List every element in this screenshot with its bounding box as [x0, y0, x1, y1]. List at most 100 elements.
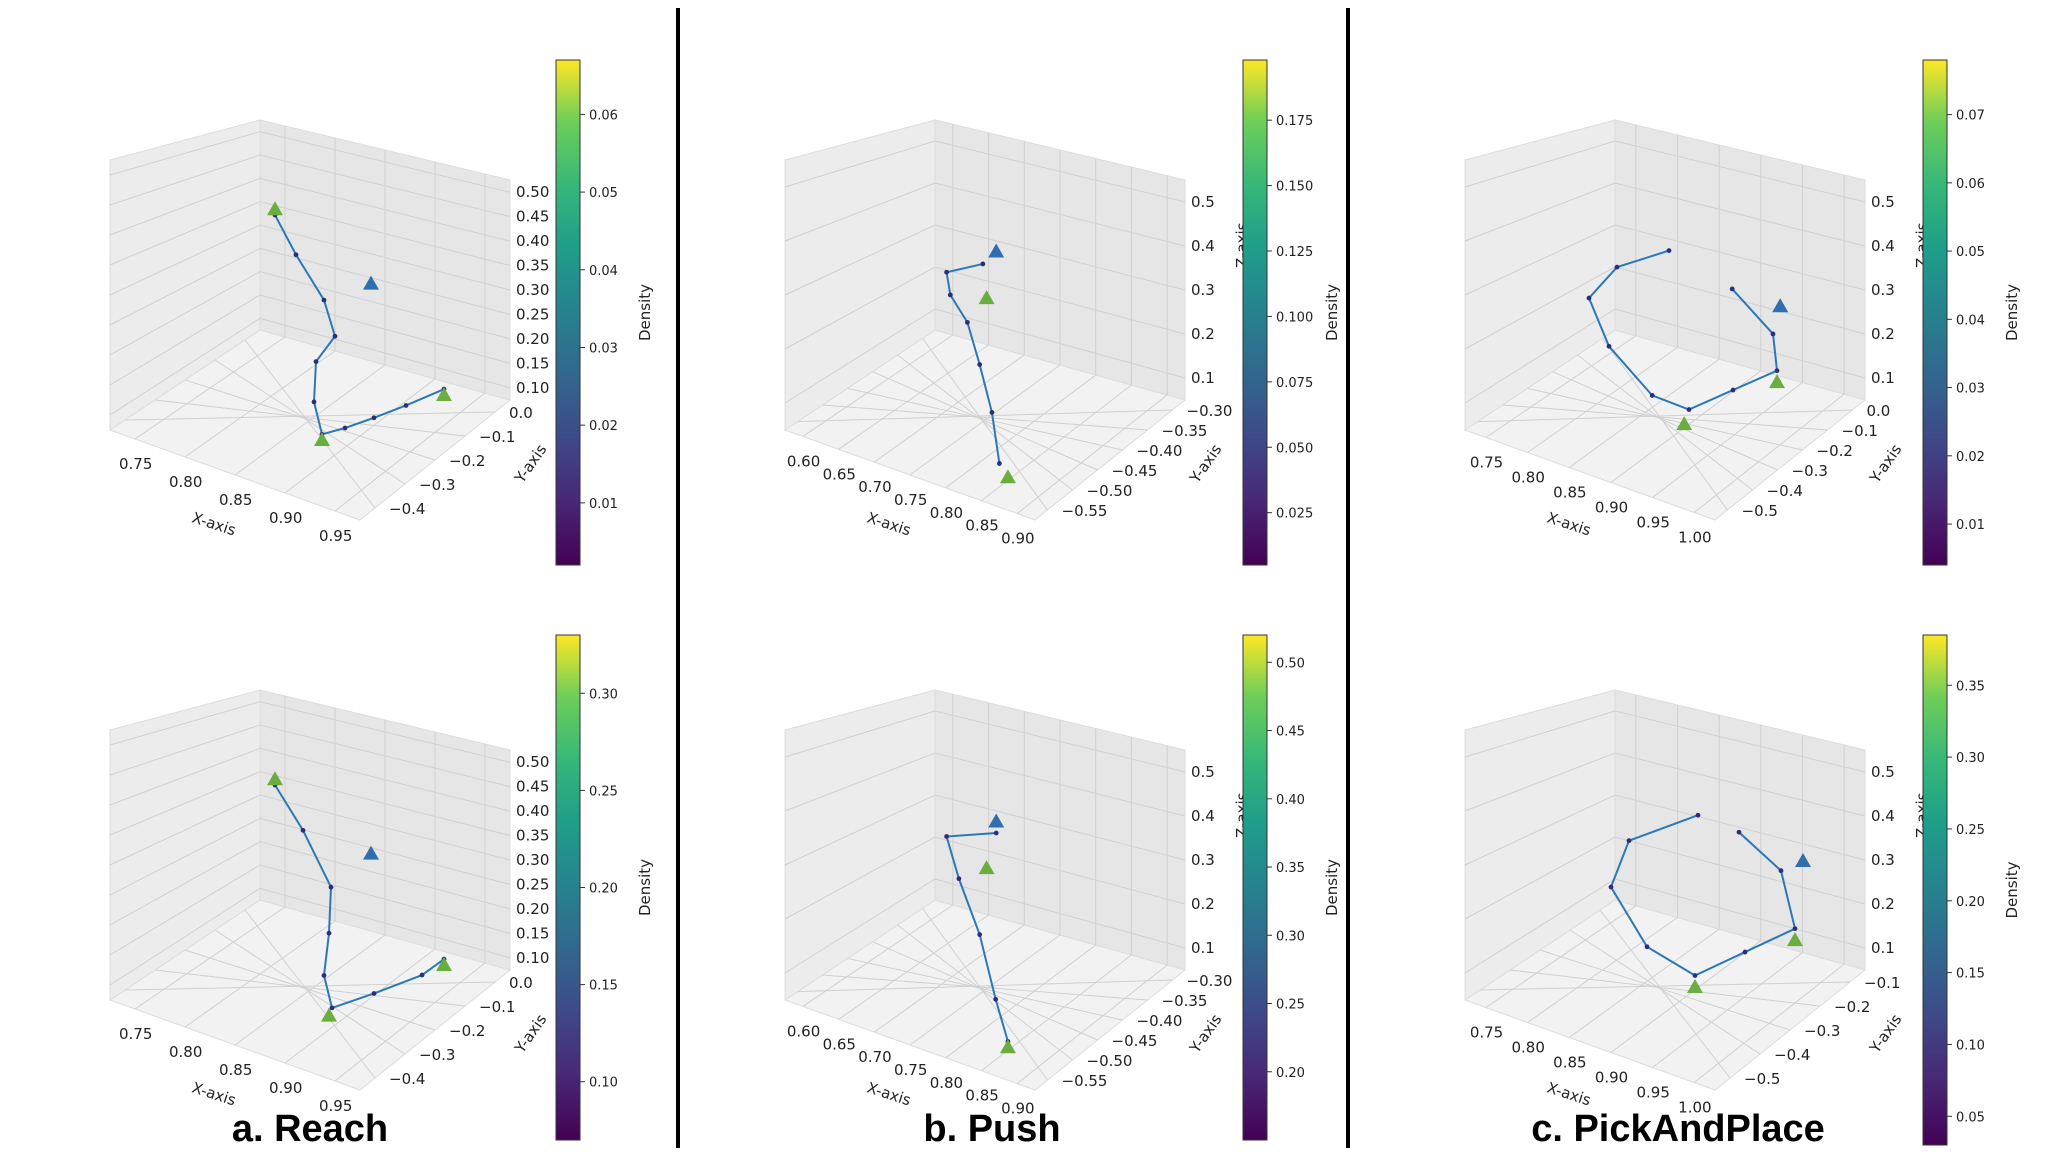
x-tick-label: 1.00 — [1678, 1099, 1711, 1117]
trajectory-point — [1774, 368, 1780, 374]
gridline-z — [784, 836, 1186, 920]
z-tick-label: 0.15 — [516, 354, 549, 372]
z-tick-label: 0.5 — [1871, 193, 1895, 211]
gridline-y — [1527, 387, 1803, 451]
colorbar-tick-label: 0.25 — [1956, 823, 1985, 838]
plot-panel-reach-bottom: 0.75 0.80 0.85 0.90 0.95 X-axis 0.0 −0.1 −0.2 −0.… — [108, 634, 654, 1141]
colorbar-label: Density — [2003, 861, 2021, 918]
z-tick-label: 0.5 — [1191, 193, 1215, 211]
x-tick-label: 0.75 — [1470, 1024, 1503, 1042]
trajectory-point — [1666, 248, 1672, 254]
gridline-z — [109, 794, 511, 866]
trajectory-point — [328, 884, 334, 890]
trajectory-point — [977, 362, 983, 367]
plot-panel-reach-top: 0.75 0.80 0.85 0.90 0.95 X-axis 0.0 −0.1 −0.2 −0.… — [108, 59, 654, 566]
gridline-x — [1693, 393, 1845, 513]
x-axis-label: X-axis — [865, 509, 914, 540]
gridline-y — [1577, 354, 1753, 491]
colorbar-tick-label: 0.40 — [1276, 793, 1305, 808]
trajectory-point — [371, 415, 377, 421]
z-tick-label: 0.3 — [1191, 281, 1215, 299]
y-tick-label: −0.35 — [1162, 992, 1208, 1010]
z-tick-label: 0.50 — [516, 753, 549, 771]
colorbar-tick-label: 0.45 — [1276, 725, 1305, 740]
z-tick-label: 0.35 — [516, 827, 549, 845]
trajectory-point — [1608, 884, 1614, 890]
trajectory-point — [1586, 295, 1592, 301]
goal-marker — [314, 432, 330, 447]
x-tick-label: 1.00 — [1678, 529, 1711, 547]
z-tick-label: 0.35 — [516, 257, 549, 275]
colorbar-tick-label: 0.20 — [589, 882, 618, 897]
gridline-z — [109, 224, 511, 296]
z-tick-label: 0.1 — [1191, 939, 1215, 957]
x-tick-label: 0.85 — [1553, 484, 1586, 502]
trajectory-point — [1649, 393, 1655, 398]
trajectory-point — [1736, 829, 1742, 835]
colorbar-tick-label: 0.15 — [1956, 967, 1985, 982]
trajectory-point — [944, 834, 949, 839]
y-axis-label: Y-axis — [1865, 1011, 1905, 1057]
gridline-x — [838, 344, 989, 450]
gridline-y — [1477, 409, 1853, 423]
colorbar-tick-label: 0.30 — [1956, 751, 1985, 766]
y-tick-label: −0.45 — [1112, 1032, 1158, 1050]
z-tick-label: 0.25 — [516, 875, 549, 893]
trajectory-point — [947, 292, 953, 298]
gridline-x — [802, 904, 954, 1007]
gridline-z — [1464, 710, 1866, 773]
gridline-y — [1602, 338, 1728, 511]
colorbar-label: Density — [1323, 859, 1341, 916]
y-tick-label: −0.50 — [1087, 482, 1133, 500]
goal-marker — [1687, 978, 1703, 993]
trajectory-line — [1587, 249, 1779, 411]
colorbar-tick-label: 0.20 — [1276, 1066, 1305, 1081]
gridline-y — [184, 949, 436, 1031]
z-tick-label: 0.15 — [516, 924, 549, 942]
y-tick-label: −0.4 — [1774, 1046, 1810, 1064]
gridline-z — [109, 317, 511, 416]
trajectory-point — [993, 996, 999, 1002]
colorbar-tick-label: 0.05 — [1956, 245, 1985, 260]
z-tick-label: 0.5 — [1191, 763, 1215, 781]
y-tick-label: −0.1 — [1864, 974, 1900, 992]
gridline-y — [1509, 969, 1821, 1007]
goal-marker — [999, 469, 1016, 484]
x-axis-label: X-axis — [190, 1079, 239, 1110]
trajectory-point — [300, 827, 306, 833]
trajectory-point — [1614, 264, 1620, 270]
gridline-x — [1568, 358, 1720, 468]
start-marker — [363, 275, 379, 290]
trajectory-point — [1730, 387, 1736, 393]
colorbar-tick-label: 0.01 — [589, 497, 618, 512]
gridline-z — [784, 710, 1186, 773]
x-tick-label: 0.80 — [1512, 1039, 1545, 1057]
gridline-z — [109, 294, 511, 386]
x-tick-label: 0.85 — [965, 1087, 998, 1105]
x-tick-label: 0.70 — [858, 478, 891, 496]
y-tick-label: −0.4 — [389, 1070, 425, 1088]
colorbar-label: Density — [636, 284, 654, 341]
y-tick-label: −0.5 — [1742, 502, 1778, 520]
y-tick-label: −0.1 — [479, 428, 515, 446]
y-tick-label: −0.5 — [1744, 1070, 1780, 1088]
gridline-x — [873, 924, 1025, 1033]
y-axis-label: Y-axis — [510, 1011, 550, 1057]
x-tick-label: 0.85 — [219, 1061, 252, 1079]
gridline-y — [797, 409, 1173, 423]
x-tick-label: 0.75 — [1470, 454, 1503, 472]
gridline-y — [244, 909, 376, 1079]
x-tick-label: 0.60 — [787, 1022, 820, 1040]
gridline-z — [1464, 182, 1866, 247]
y-axis-label: Y-axis — [1865, 441, 1905, 487]
trajectory-point — [1695, 812, 1701, 818]
z-tick-label: 0.30 — [516, 851, 549, 869]
x-tick-label: 0.80 — [169, 1043, 202, 1061]
y-tick-label: −0.40 — [1137, 442, 1183, 460]
y-tick-label: −0.3 — [1792, 462, 1828, 480]
gridline-x — [1016, 964, 1168, 1084]
gridline-x — [909, 934, 1061, 1046]
z-tick-label: 0.3 — [1191, 851, 1215, 869]
colorbar-tick-label: 0.04 — [1956, 313, 1985, 328]
